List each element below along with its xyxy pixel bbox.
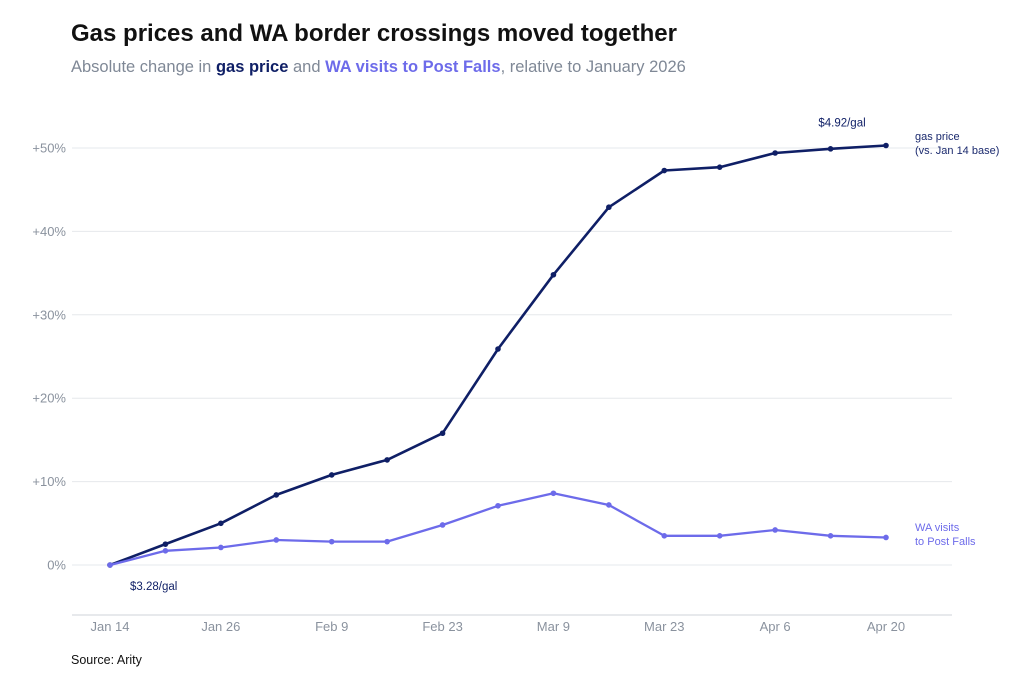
- series-label-wa: WA visits to Post Falls: [915, 522, 976, 548]
- subtitle-prefix: Absolute change in: [71, 58, 216, 76]
- subtitle-wa-highlight: WA visits to Post Falls: [325, 58, 501, 76]
- series-label-gas: gas price (vs. Jan 14 base): [915, 131, 999, 157]
- data-point-wa: [495, 502, 501, 509]
- x-tick-label: Apr 20: [867, 619, 905, 634]
- data-point-gas: [661, 167, 668, 174]
- data-point-gas: [550, 271, 557, 278]
- annotations: $3.28/gal $4.92/gal: [130, 117, 866, 593]
- data-point-gas: [883, 142, 889, 149]
- data-point-wa: [661, 533, 668, 539]
- data-point-wa: [107, 562, 113, 568]
- y-tick-label: +40%: [32, 224, 66, 239]
- data-point-gas: [772, 150, 778, 156]
- data-point-wa: [439, 522, 446, 528]
- grid-lines: [72, 147, 952, 566]
- data-point-gas: [439, 430, 446, 437]
- data-point-gas: [328, 472, 335, 478]
- y-tick-label: 0%: [47, 558, 66, 573]
- data-point-wa: [883, 534, 889, 541]
- x-tick-label: Jan 26: [201, 619, 240, 634]
- series-line-gas: [109, 144, 887, 567]
- data-point-gas: [384, 457, 390, 463]
- series-wa: [107, 490, 889, 568]
- y-tick-label: +50%: [32, 141, 66, 156]
- series-lines: [107, 142, 889, 568]
- y-tick-label: +10%: [32, 474, 66, 489]
- y-tick-label: +30%: [32, 307, 66, 322]
- data-point-gas: [827, 146, 834, 152]
- data-point-wa: [606, 502, 612, 508]
- x-tick-label: Feb 9: [315, 619, 348, 634]
- data-point-wa: [772, 527, 778, 533]
- data-point-gas: [495, 346, 501, 352]
- x-tick-label: Apr 6: [760, 619, 791, 634]
- data-point-wa: [218, 544, 224, 551]
- data-point-gas: [606, 204, 612, 211]
- annotation-end-price: $4.92/gal: [818, 117, 865, 129]
- data-point-gas: [716, 164, 723, 170]
- data-point-wa: [384, 538, 390, 545]
- x-tick-label: Feb 23: [422, 619, 462, 634]
- x-tick-label: Mar 9: [537, 619, 570, 634]
- source-note: Source: Arity: [71, 653, 142, 667]
- x-tick-label: Jan 14: [90, 619, 129, 634]
- annotation-start-price: $3.28/gal: [130, 581, 177, 593]
- data-point-gas: [218, 520, 224, 527]
- data-point-wa: [328, 538, 335, 545]
- data-point-gas: [162, 541, 169, 547]
- series-labels: gas price (vs. Jan 14 base) WA visits to Po…: [915, 131, 999, 548]
- subtitle-gas-highlight: gas price: [215, 58, 289, 76]
- chart-subtitle: Absolute change in gas price and WA visi…: [71, 58, 686, 77]
- data-point-wa: [550, 490, 557, 497]
- x-axis: Jan 14 Jan 26 Feb 9 Feb 23 Mar 9 Mar 23 Apr 6 A…: [72, 614, 952, 634]
- subtitle-suffix: , relative to January 2026: [500, 58, 686, 76]
- data-point-wa: [827, 533, 834, 539]
- y-tick-label: +20%: [32, 391, 66, 406]
- data-point-wa: [273, 537, 280, 543]
- data-point-wa: [716, 533, 723, 539]
- series-gas: [107, 142, 889, 568]
- subtitle-middle: and: [288, 58, 326, 76]
- x-tick-label: Mar 23: [644, 619, 684, 634]
- data-point-gas: [273, 492, 280, 498]
- data-point-wa: [162, 548, 169, 554]
- chart-title: Gas prices and WA border crossings moved…: [71, 20, 677, 47]
- y-axis: 0% +10% +20% +30% +40% +50%: [32, 141, 66, 573]
